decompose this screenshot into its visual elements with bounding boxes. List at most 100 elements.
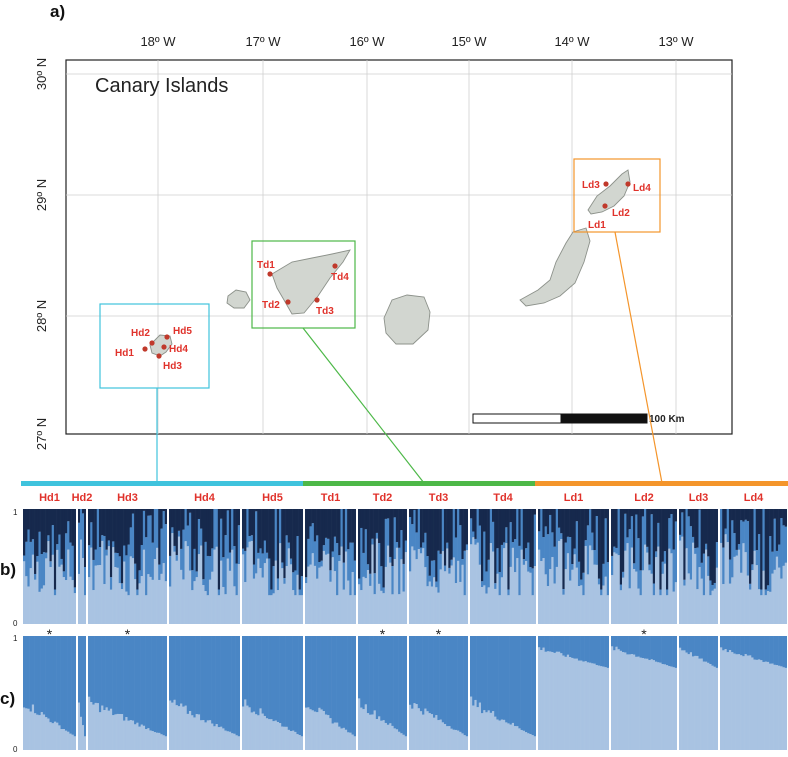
cluster-bar-light [766,591,770,624]
cluster-bar-mid [492,521,495,552]
cluster-bar-light [597,584,601,624]
cluster-bar-light [757,659,761,750]
cluster-bar-mid [53,636,57,722]
cluster-bar-dark [188,509,192,513]
cluster-bar-mid [760,589,763,596]
cluster-bar-mid [373,573,377,595]
cluster-bar-mid [766,636,770,662]
cluster-bar-mid [200,636,203,721]
population-label: Hd1 [39,492,60,504]
panel-b-y-tick-1: 1 [13,508,18,517]
cluster-bar-light [542,647,545,750]
cluster-bar-mid [639,636,643,658]
cluster-bar-mid [746,636,750,656]
cluster-bar-dark [378,509,381,544]
cluster-bar-light [182,706,185,750]
cluster-bar-mid [344,509,348,552]
cluster-bar-mid [175,636,179,706]
cluster-bar-dark [533,509,537,515]
cluster-bar-dark [650,509,654,515]
cluster-bar-light [659,595,662,624]
cluster-bar-mid [446,542,449,549]
cluster-bar-dark [672,509,676,550]
cluster-bar-mid [318,561,321,568]
cluster-bar-light [624,652,627,750]
cluster-bar-mid [700,562,704,579]
cluster-bar-light [522,564,526,624]
cluster-bar-mid [69,636,72,734]
cluster-bar-dark [707,509,710,557]
cluster-bar-mid [25,541,28,577]
cluster-bar-light [125,717,128,750]
cluster-bar-dark [446,509,449,543]
cluster-bar-light [630,654,634,750]
cluster-bar-light [586,662,590,750]
cluster-bar-dark [764,509,768,590]
cluster-bar-mid [784,526,788,563]
cluster-bar-mid [546,534,550,587]
lanzarote-region-box [573,158,661,233]
cluster-bar-light [263,715,267,750]
cluster-bar-light [726,652,730,750]
site-label-td4: Td4 [331,272,349,283]
cluster-bar-dark [112,509,115,542]
cluster-bar-light [58,566,61,624]
cluster-bar-mid [331,551,335,558]
cluster-bar-light [78,702,81,750]
cluster-bar-mid [557,527,561,541]
cluster-bar-dark [49,509,53,562]
cluster-bar-mid [109,636,113,709]
cluster-bar-light [188,710,192,750]
cluster-bar-dark [492,509,495,522]
cluster-bar-light [470,696,473,750]
cluster-bar-mid [769,536,772,592]
cluster-bar-light [123,561,126,624]
cluster-bar-mid [485,571,488,594]
cluster-bar-mid [265,552,269,559]
cluster-bar-light [274,720,278,750]
cluster-bar-dark [735,509,739,550]
cluster-bar-dark [175,509,179,556]
cluster-bar-mid [393,517,397,560]
cluster-bar-mid [439,636,443,720]
cluster-bar-mid [613,636,616,651]
cluster-bar-mid [742,521,745,544]
asterisk-row: * * * * * [47,626,648,642]
cluster-bar-dark [679,509,682,535]
cluster-bar-dark [60,509,64,559]
cluster-bar-mid [696,547,699,590]
cluster-bar-mid [242,636,245,707]
cluster-bar-light [746,575,750,624]
cluster-bar-dark [433,509,436,561]
cluster-bar-mid [728,636,732,651]
cluster-bar-dark [613,509,616,547]
cluster-bar-mid [692,636,695,657]
cluster-bar-light [265,558,269,624]
cluster-bar-dark [29,509,33,542]
cluster-bar-mid [191,636,194,716]
cluster-bar-light [481,713,484,750]
cluster-bar-mid [626,636,629,655]
cluster-bar-light [476,542,480,624]
cluster-bar-light [134,579,137,624]
cluster-bar-dark [300,509,304,577]
cluster-bar-mid [661,561,665,574]
cluster-bar-light [409,571,412,624]
cluster-bar-mid [566,536,570,554]
cluster-bar-dark [507,509,510,590]
cluster-bar-light [366,569,370,624]
cluster-bar-dark [371,509,374,539]
cluster-bar-light [116,567,120,624]
cluster-bar-dark [637,509,640,539]
cluster-bar-light [674,667,678,750]
cluster-bar-light [351,572,355,624]
cluster-bar-light [169,586,172,624]
cluster-bar-light [389,562,392,624]
cluster-bar-dark [525,509,528,549]
cluster-bar-light [153,732,157,750]
cluster-bar-mid [593,636,596,664]
cluster-bar-mid [481,581,484,587]
cluster-bar-light [586,574,590,624]
cluster-bar-mid [71,636,75,735]
cluster-bar-mid [162,636,166,736]
